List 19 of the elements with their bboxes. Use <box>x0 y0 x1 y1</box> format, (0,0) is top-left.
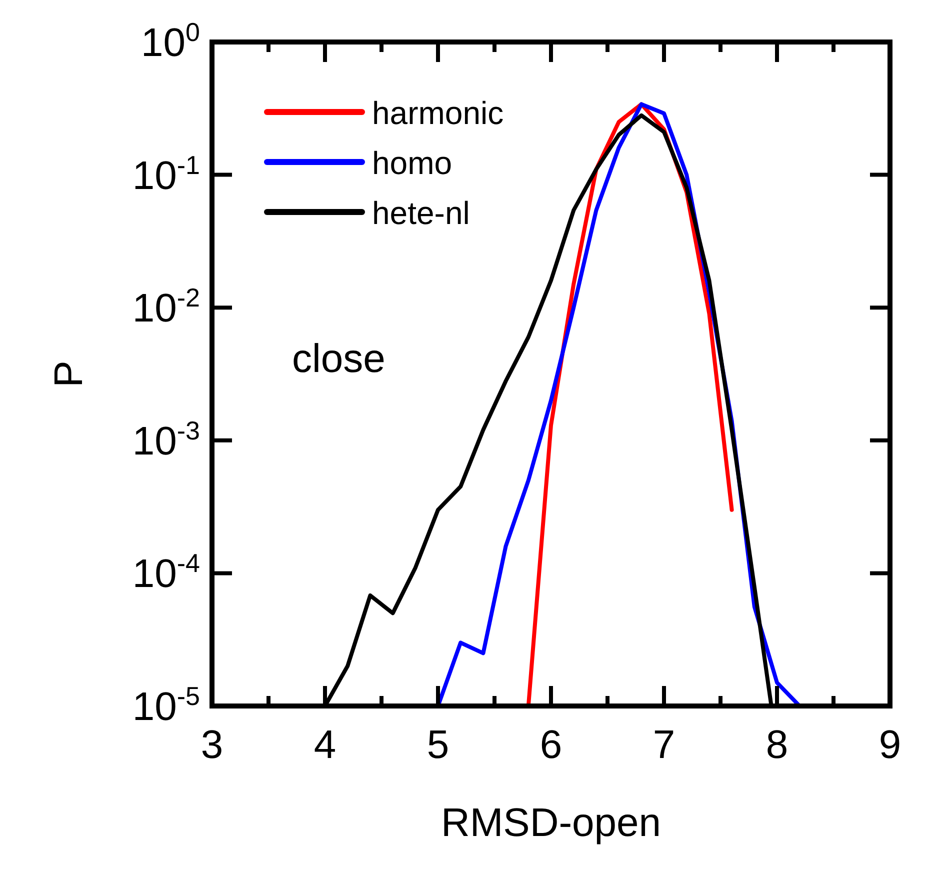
y-tick-label: 10$^{-1}$ <box>132 150 200 198</box>
x-tick-label: 4 <box>314 723 336 767</box>
x-tick-label: 7 <box>652 723 676 767</box>
y-tick-label: 10$^{-2}$ <box>132 282 200 331</box>
legend-label: homo <box>372 145 452 181</box>
legend-label: hete-nl <box>372 195 470 231</box>
x-tick-label: 6 <box>540 723 562 767</box>
x-tick-label: 8 <box>766 723 788 767</box>
x-tick-label: 3 <box>200 723 224 767</box>
legend-label: harmonic <box>372 95 504 131</box>
y-tick-label: 10$^{-5}$ <box>132 681 200 729</box>
y-axis-title: P <box>47 360 91 388</box>
x-tick-label: 9 <box>878 723 902 767</box>
y-tick-label: 10$^{-4}$ <box>132 548 200 596</box>
annotation: close <box>292 337 386 381</box>
x-tick-label: 5 <box>426 723 450 767</box>
y-tick-label: 10$^{0}$ <box>141 17 200 65</box>
y-tick-label: 10$^{-3}$ <box>132 415 200 464</box>
x-axis-title: RMSD-open <box>440 801 662 845</box>
